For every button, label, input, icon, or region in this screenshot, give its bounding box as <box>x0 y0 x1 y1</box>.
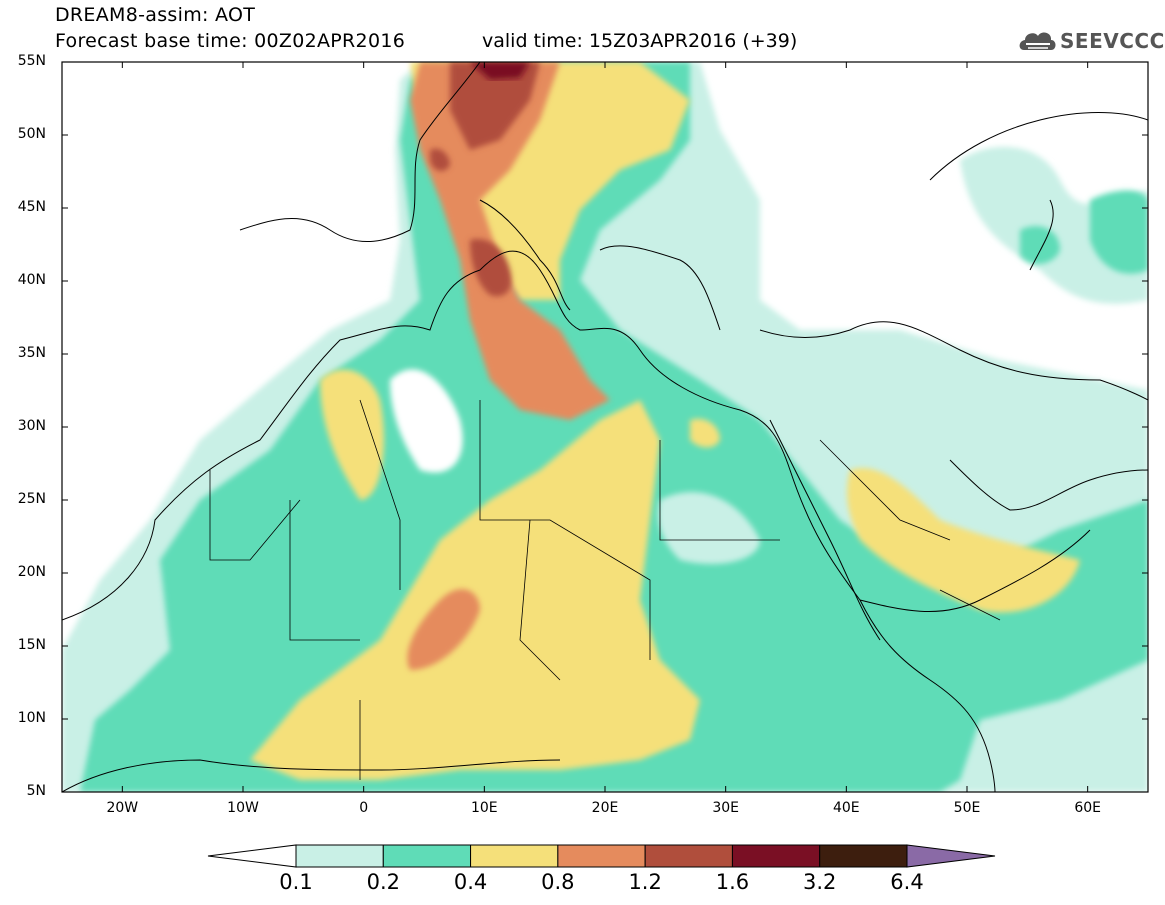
seevccc-logo: SEEVCCC <box>1018 24 1164 60</box>
lon-label: 0 <box>359 800 369 816</box>
colorbar-box <box>819 844 908 868</box>
aot-level-1.6 <box>470 62 530 80</box>
colorbar-box <box>557 844 646 868</box>
colorbar-box <box>470 844 559 868</box>
aot-level-1.2 <box>430 62 540 297</box>
lon-label: 40E <box>832 800 860 816</box>
lon-label: 50E <box>953 800 981 816</box>
lat-label: 15N <box>17 637 46 653</box>
lat-label: 50N <box>17 126 46 142</box>
lon-label: 60E <box>1074 800 1101 816</box>
coastlines <box>62 62 1148 792</box>
colorbar-label: 1.2 <box>628 870 662 894</box>
lat-label: 35N <box>17 345 46 361</box>
lat-label: 20N <box>17 564 46 580</box>
colorbar-box <box>731 844 821 868</box>
lat-label: 5N <box>26 783 46 799</box>
borders <box>209 399 1001 780</box>
colorbar-label: 1.6 <box>715 870 750 894</box>
colorbar-low-triangle <box>207 844 297 868</box>
clean-air-pockets <box>390 369 760 564</box>
lon-label: 10E <box>470 800 498 816</box>
logo-text: SEEVCCC <box>1060 29 1165 53</box>
lon-label: 20E <box>591 800 619 816</box>
axis-ticks <box>62 61 1148 793</box>
colorbar-box <box>382 844 472 868</box>
lon-label: 10W <box>227 800 259 816</box>
lon-label: 20W <box>106 800 139 816</box>
aot-level-0.8 <box>407 62 610 670</box>
lat-label: 25N <box>17 491 46 507</box>
lat-label: 10N <box>17 710 46 726</box>
colorbar-label: 6.4 <box>890 870 924 894</box>
colorbar-high-triangle <box>906 844 996 868</box>
colorbar-box <box>295 844 384 868</box>
colorbar-label: 0.4 <box>453 870 488 894</box>
lon-label: 30E <box>712 800 739 816</box>
colorbar-label: 0.8 <box>541 870 575 894</box>
colorbar-label: 3.2 <box>803 870 837 894</box>
lat-label: 40N <box>17 272 46 288</box>
title-line-2: Forecast base time: 00Z02APR2016 <box>55 30 406 52</box>
lat-label: 30N <box>17 418 46 434</box>
cloud-icon <box>1019 32 1056 50</box>
colorbar-box <box>644 844 733 868</box>
title-line-1: DREAM8-assim: AOT <box>55 4 256 26</box>
valid-time: valid time: 15Z03APR2016 (+39) <box>482 30 798 52</box>
lat-label: 55N <box>17 53 46 69</box>
colorbar-label: 0.2 <box>366 870 400 894</box>
colorbar-label: 0.1 <box>279 870 313 894</box>
lat-label: 45N <box>17 199 46 215</box>
